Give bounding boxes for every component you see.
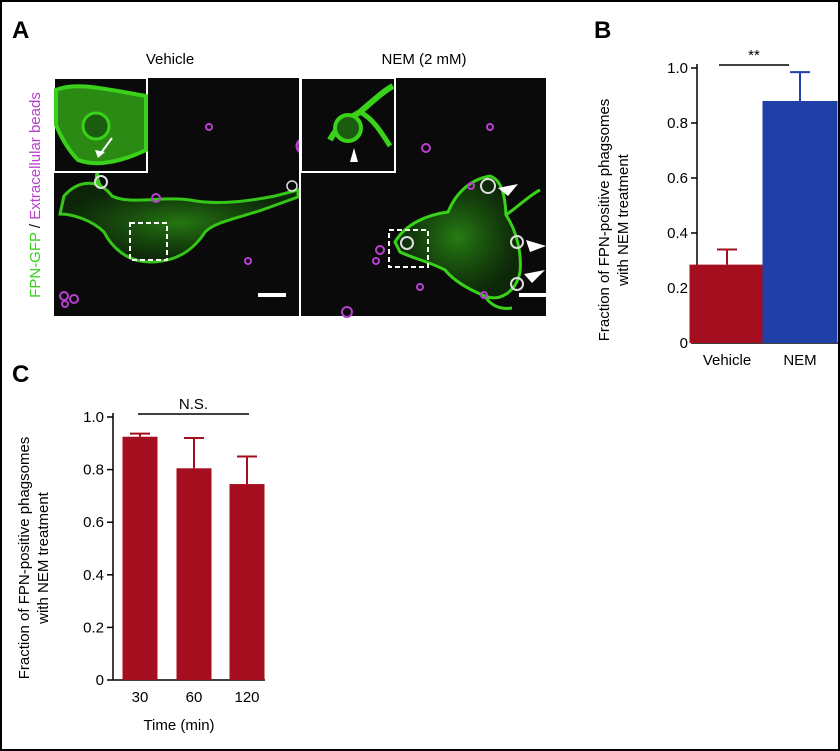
channel-label-magenta: Extracellular beads	[27, 92, 44, 220]
nem-micrograph	[295, 77, 546, 318]
significance-label: **	[748, 47, 760, 64]
channel-label-green: FPN-GFP	[27, 232, 44, 298]
y-tick-label: 0.2	[667, 280, 688, 297]
significance-label: N.S.	[179, 396, 208, 413]
chart-b-ylabel-line1: Fraction of FPN-positive phagsomes	[596, 99, 613, 342]
y-tick-label: 0.4	[667, 225, 688, 242]
micrograph-divider	[299, 78, 301, 316]
x-tick-label: Vehicle	[703, 352, 751, 369]
y-tick-label: 1.0	[667, 60, 688, 77]
panel-c-letter: C	[12, 361, 29, 388]
y-tick-label: 0.6	[83, 514, 104, 531]
bar	[176, 468, 212, 680]
nem-image-label: NEM (2 mM)	[382, 51, 467, 68]
y-tick-label: 1.0	[83, 409, 104, 426]
chart-c-ylabel-line1: Fraction of FPN-positive phagsomes	[16, 437, 33, 680]
panel-b-letter: B	[594, 17, 611, 44]
x-tick-label: 30	[132, 689, 149, 706]
bar	[122, 436, 158, 680]
chart-c-ylabel-line2: with NEM treatment	[35, 491, 52, 625]
x-tick-label: 60	[186, 689, 203, 706]
y-tick-label: 0.6	[667, 170, 688, 187]
y-tick-label: 0.8	[83, 462, 104, 479]
y-tick-label: 0.2	[83, 619, 104, 636]
y-tick-label: 0.8	[667, 115, 688, 132]
chart-b: Fraction of FPN-positive phagsomes with …	[596, 47, 838, 369]
y-tick-label: 0.4	[83, 567, 104, 584]
vehicle-image-label: Vehicle	[146, 51, 194, 68]
x-tick-label: NEM	[783, 352, 816, 369]
channel-label-separator: /	[27, 220, 44, 233]
chart-c-xlabel: Time (min)	[143, 717, 214, 734]
bar	[762, 101, 838, 343]
y-tick-label: 0	[96, 672, 104, 689]
x-tick-label: 120	[234, 689, 259, 706]
y-tick-label: 0	[680, 335, 688, 352]
bar	[229, 484, 265, 680]
channel-label: FPN-GFP / Extracellular beads	[27, 92, 44, 298]
chart-b-ylabel-line2: with NEM treatment	[615, 153, 632, 287]
vehicle-micrograph	[53, 77, 300, 316]
chart-c: Fraction of FPN-positive phagsomes with …	[16, 396, 265, 734]
panel-a-letter: A	[12, 17, 29, 44]
bar	[689, 264, 765, 343]
